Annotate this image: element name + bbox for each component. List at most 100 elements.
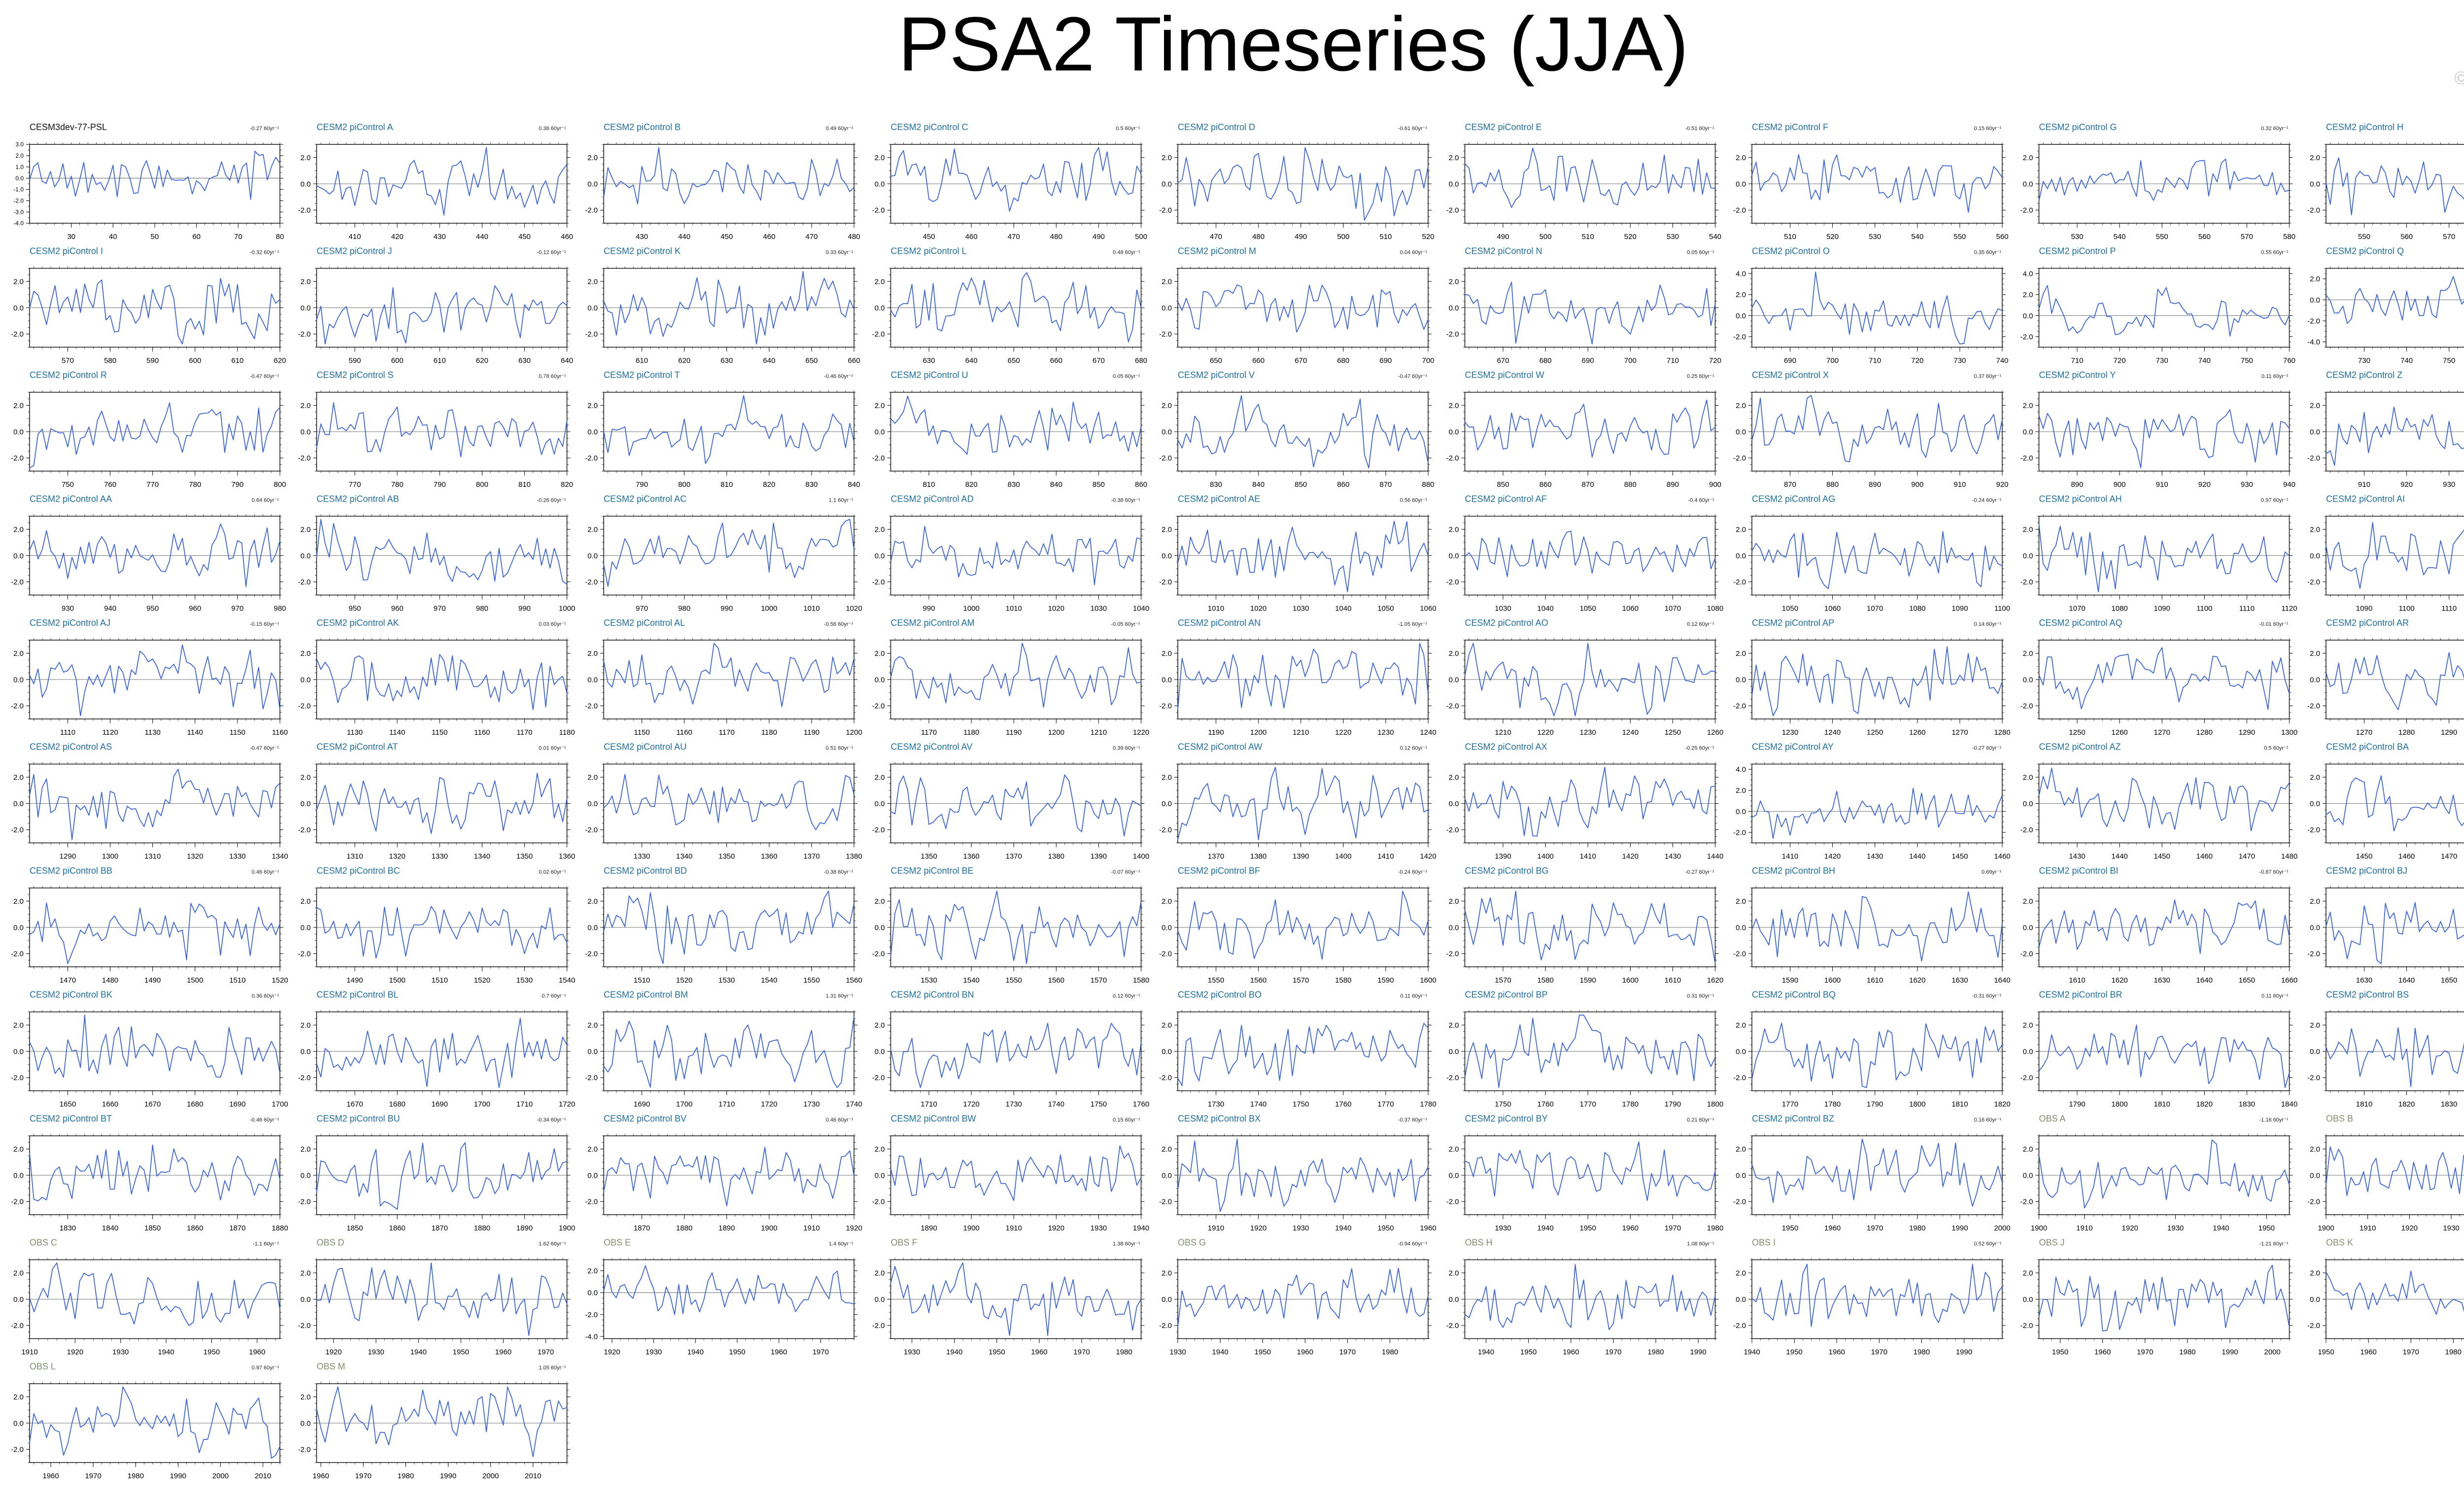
trend-label: 0.05 60yr⁻¹ bbox=[1687, 250, 1714, 256]
panel-title: CESM2 piControl X bbox=[1752, 370, 1829, 380]
y-tick-label: 4.0 bbox=[2023, 270, 2033, 278]
y-tick-label: 0.0 bbox=[1162, 180, 1172, 188]
x-tick-label: 790 bbox=[434, 480, 446, 489]
y-tick-label: 2.0 bbox=[301, 154, 311, 162]
trend-label: -0.38 60yr⁻¹ bbox=[1111, 498, 1140, 504]
y-tick-label: 0.0 bbox=[1449, 180, 1459, 188]
x-tick-label: 560 bbox=[2400, 233, 2413, 241]
series-line bbox=[29, 278, 280, 344]
trend-label: 0.32 60yr⁻¹ bbox=[2261, 126, 2289, 132]
x-tick-label: 1080 bbox=[2111, 605, 2127, 613]
panel: CESM2 piControl AK 0.03 60yr⁻¹ 2.0 0.0 -2.0 1… bbox=[298, 618, 575, 737]
x-tick-label: 580 bbox=[104, 357, 116, 365]
panel-title: CESM2 piControl H bbox=[2326, 122, 2403, 132]
y-tick-label: -2.0 bbox=[1446, 702, 1459, 711]
series-line bbox=[1751, 154, 2003, 213]
y-tick-label: 0.0 bbox=[2023, 312, 2033, 320]
y-tick-label: 0.0 bbox=[587, 428, 598, 436]
trend-label: 0.15 60yr⁻¹ bbox=[1974, 126, 2002, 132]
x-tick-label: 610 bbox=[434, 357, 446, 365]
x-tick-label: 510 bbox=[1784, 233, 1796, 241]
x-tick-label: 40 bbox=[109, 233, 117, 241]
x-tick-label: 1240 bbox=[1622, 728, 1639, 737]
x-tick-label: 1110 bbox=[2239, 605, 2255, 613]
panel: CESM2 piControl AN -1.05 60yr⁻¹ 2.0 0.0 -2.0… bbox=[1159, 618, 1437, 737]
panel-title: CESM2 piControl AF bbox=[1465, 494, 1547, 504]
x-tick-label: 1090 bbox=[2154, 605, 2170, 613]
y-tick-label: -2.0 bbox=[2307, 578, 2320, 586]
y-tick-label: 2.0 bbox=[301, 649, 311, 658]
x-tick-label: 530 bbox=[1869, 233, 1881, 241]
panel-title: CESM2 piControl AP bbox=[1752, 618, 1834, 628]
panel-title: CESM2 piControl P bbox=[2039, 246, 2116, 256]
panel: CESM2 piControl T -0.46 60yr⁻¹ 2.0 0.0 -2.0 7… bbox=[585, 370, 860, 489]
x-tick-label: 990 bbox=[518, 605, 531, 613]
x-tick-label: 1090 bbox=[2356, 605, 2372, 613]
x-tick-label: 730 bbox=[1953, 357, 1966, 365]
x-tick-label: 970 bbox=[434, 605, 446, 613]
y-tick-label: 0.0 bbox=[13, 552, 24, 560]
x-tick-label: 520 bbox=[1826, 233, 1839, 241]
x-tick-label: 1050 bbox=[1377, 605, 1394, 613]
watermark: © CVDP-LE bbox=[2454, 68, 2464, 89]
trend-label: -0.12 60yr⁻¹ bbox=[537, 250, 566, 256]
series-line bbox=[890, 395, 1142, 455]
series-line bbox=[2038, 409, 2290, 469]
x-tick-label: 1230 bbox=[1782, 728, 1798, 737]
x-tick-label: 950 bbox=[348, 605, 361, 613]
x-tick-label: 920 bbox=[1996, 480, 2008, 489]
trend-label: 0.25 60yr⁻¹ bbox=[1687, 374, 1714, 379]
panel-title: CESM2 piControl C bbox=[891, 122, 968, 132]
y-tick-label: 2.0 bbox=[587, 402, 598, 410]
x-tick-label: 650 bbox=[805, 357, 818, 365]
trend-label: 0.35 60yr⁻¹ bbox=[1974, 250, 2002, 256]
x-tick-label: 840 bbox=[1050, 480, 1062, 489]
x-tick-label: 890 bbox=[2071, 480, 2083, 489]
x-tick-label: 890 bbox=[1667, 480, 1679, 489]
series-line bbox=[1464, 147, 1715, 208]
y-tick-label: -3.0 bbox=[13, 208, 24, 215]
panel: CESM2 piControl M 0.04 60yr⁻¹ 2.0 0.0 -2.0 65… bbox=[1159, 246, 1434, 365]
y-tick-label: 2.0 bbox=[1162, 525, 1172, 534]
x-tick-label: 540 bbox=[1709, 233, 1721, 241]
y-tick-label: 0.0 bbox=[587, 552, 598, 560]
y-tick-label: 0.0 bbox=[587, 676, 598, 684]
x-tick-label: 1170 bbox=[516, 728, 532, 737]
y-tick-label: 2.0 bbox=[301, 277, 311, 286]
x-tick-label: 710 bbox=[1667, 357, 1679, 365]
x-tick-label: 1040 bbox=[1133, 605, 1149, 613]
x-tick-label: 1050 bbox=[1782, 605, 1798, 613]
x-tick-label: 1160 bbox=[272, 728, 288, 737]
panel: CESM2 piControl I -0.32 60yr⁻¹ 2.0 0.0 -2.0 5… bbox=[11, 246, 286, 365]
x-tick-label: 780 bbox=[391, 480, 404, 489]
trend-label: -0.01 60yr⁻¹ bbox=[2259, 621, 2289, 627]
series-line bbox=[316, 519, 567, 585]
x-tick-label: 1260 bbox=[2111, 728, 2127, 737]
panel: CESM2 piControl H0.3 60yr⁻¹2.00.0-2.0550… bbox=[2307, 122, 2464, 241]
y-tick-label: -2.0 bbox=[2307, 206, 2320, 215]
panel: CESM2 piControl V -0.47 60yr⁻¹ 2.0 0.0 -2.0 8… bbox=[1159, 370, 1434, 489]
y-tick-label: 0.0 bbox=[1736, 180, 1746, 188]
panel-title: CESM2 piControl A bbox=[317, 122, 393, 132]
y-tick-label: -2.0 bbox=[2020, 206, 2033, 215]
y-tick-label: 0.0 bbox=[301, 552, 311, 560]
panel-title: CESM2 piControl O bbox=[1752, 246, 1830, 256]
series-line bbox=[603, 147, 855, 204]
x-tick-label: 1100 bbox=[2196, 605, 2212, 613]
y-tick-label: -2.0 bbox=[13, 197, 24, 204]
series-line bbox=[890, 643, 1141, 708]
y-tick-label: 2.0 bbox=[2310, 525, 2320, 534]
x-tick-label: 860 bbox=[1337, 480, 1349, 489]
x-tick-label: 1290 bbox=[2239, 728, 2255, 737]
panel: CESM2 piControl AF -0.4 60yr⁻¹ 2.0 0.0 -2.0 1… bbox=[1446, 494, 1724, 613]
x-tick-label: 670 bbox=[1093, 357, 1105, 365]
x-tick-label: 60 bbox=[192, 233, 201, 241]
x-tick-label: 530 bbox=[1667, 233, 1679, 241]
x-tick-label: 1180 bbox=[559, 728, 575, 737]
y-tick-label: 2.0 bbox=[2023, 649, 2033, 658]
y-tick-label: 3.0 bbox=[15, 141, 24, 148]
panel: CESM2 piControl AJ -0.15 60yr⁻¹ 2.0 0.0 -2.0… bbox=[11, 618, 288, 737]
x-tick-label: 730 bbox=[2156, 357, 2168, 365]
x-tick-label: 540 bbox=[1911, 233, 1923, 241]
y-tick-label: 2.0 bbox=[1162, 154, 1172, 162]
